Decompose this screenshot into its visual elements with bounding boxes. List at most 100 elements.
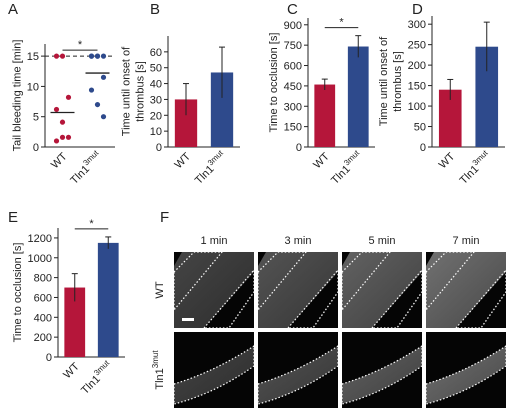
y-axis-label: thrombus [s]	[392, 51, 404, 112]
vessel	[342, 252, 422, 328]
vessel	[174, 252, 254, 328]
dot	[65, 134, 72, 140]
dot	[94, 53, 101, 59]
y-tick-label: 50	[150, 63, 162, 75]
category-text: WT	[154, 281, 166, 298]
y-tick-label: 250	[408, 40, 426, 52]
y-axis-label: Time to occlusion [s]	[12, 243, 24, 343]
panel-letter: C	[287, 1, 298, 18]
category-text: WT	[311, 150, 332, 171]
y-tick-label: 1200	[28, 233, 52, 245]
y-tick-label: 10	[150, 126, 162, 138]
bar	[347, 46, 369, 147]
bar	[314, 84, 336, 147]
category-text: WT	[61, 360, 82, 381]
category-sup: 3mut	[342, 148, 361, 167]
dot	[88, 87, 95, 93]
category-text: Tln1	[458, 163, 482, 187]
dot	[59, 53, 66, 59]
category-text: WT	[437, 150, 458, 171]
y-tick-label: 20	[150, 110, 162, 122]
category-label: Tln13mut	[191, 148, 230, 187]
category-sup: 3mut	[206, 148, 225, 167]
category-label: WT	[311, 150, 332, 171]
vessel-outline	[257, 344, 339, 405]
y-tick-label: 600	[34, 292, 52, 304]
column-label: 5 min	[369, 235, 396, 247]
y-tick-label: 450	[284, 81, 302, 93]
vessel-outline	[341, 251, 423, 329]
significance-label: *	[78, 39, 83, 51]
y-tick-label: 0	[33, 142, 39, 154]
category-text: WT	[173, 150, 194, 171]
y-tick-label: 300	[284, 101, 302, 113]
y-tick-label: 0	[156, 142, 162, 154]
bar	[438, 89, 462, 147]
category-text: WT	[49, 150, 70, 171]
y-tick-label: 400	[34, 312, 52, 324]
y-axis-label: Time until onset of	[378, 36, 390, 126]
y-tick-label: 30	[150, 94, 162, 106]
scale-bar	[182, 318, 194, 321]
y-tick-label: 800	[34, 273, 52, 285]
dot	[53, 106, 60, 113]
dot	[65, 94, 72, 100]
vessel-outline	[173, 251, 255, 329]
y-tick-label: 40	[150, 79, 162, 91]
bar	[97, 242, 119, 357]
y-tick-label: 200	[34, 332, 52, 344]
vessel	[258, 252, 338, 328]
category-label: Tln13mut	[77, 358, 116, 397]
y-tick-label: 0	[420, 142, 426, 154]
vessel-outline	[425, 344, 507, 405]
y-tick-label: 1000	[28, 253, 52, 265]
vessel	[426, 252, 506, 328]
vessel-outline	[425, 251, 507, 329]
category-label: Tln13mut	[66, 148, 105, 187]
bar	[210, 72, 234, 147]
vessel-outline	[257, 251, 339, 329]
y-axis-label: thrombus [s]	[134, 61, 146, 122]
y-tick-label: 60	[150, 47, 162, 59]
column-label: 1 min	[201, 235, 228, 247]
category-sup: 3mut	[81, 148, 100, 167]
category-label: Tln13mut	[151, 350, 166, 390]
vessel	[342, 346, 422, 404]
category-text: Tln1	[193, 163, 217, 187]
micrographs	[173, 251, 507, 408]
dot	[53, 138, 60, 144]
vessel-outline	[341, 344, 423, 405]
category-text: Tln1	[68, 163, 92, 187]
vessel	[174, 346, 254, 404]
y-tick-label: 10	[27, 81, 39, 93]
category-label: WT	[173, 150, 194, 171]
y-tick-label: 200	[408, 60, 426, 72]
dot	[59, 119, 66, 125]
y-tick-label: 100	[408, 101, 426, 113]
category-text: Tln1	[154, 368, 166, 389]
category-label: WT	[437, 150, 458, 171]
category-label: WT	[61, 360, 82, 381]
y-tick-label: 150	[284, 122, 302, 134]
category-text: Tln1	[79, 373, 103, 397]
y-tick-label: 150	[408, 81, 426, 93]
category-sup: 3mut	[92, 358, 111, 377]
significance-label: *	[339, 17, 344, 29]
y-tick-label: 50	[414, 122, 426, 134]
y-tick-label: 0	[46, 352, 52, 364]
bar	[64, 287, 86, 357]
category-text: Tln1	[329, 163, 353, 187]
bar	[174, 99, 198, 147]
dot	[53, 53, 60, 59]
y-tick-label: 600	[284, 61, 302, 73]
dot	[88, 53, 95, 59]
y-tick-label: 300	[408, 19, 426, 31]
panel-letter: D	[412, 1, 423, 18]
vessel	[258, 346, 338, 404]
y-tick-label: 15	[27, 51, 39, 63]
category-label: WT	[49, 150, 70, 171]
category-sup: 3mut	[471, 148, 490, 167]
column-label: 7 min	[453, 235, 480, 247]
column-label: 3 min	[285, 235, 312, 247]
dot	[100, 53, 107, 59]
